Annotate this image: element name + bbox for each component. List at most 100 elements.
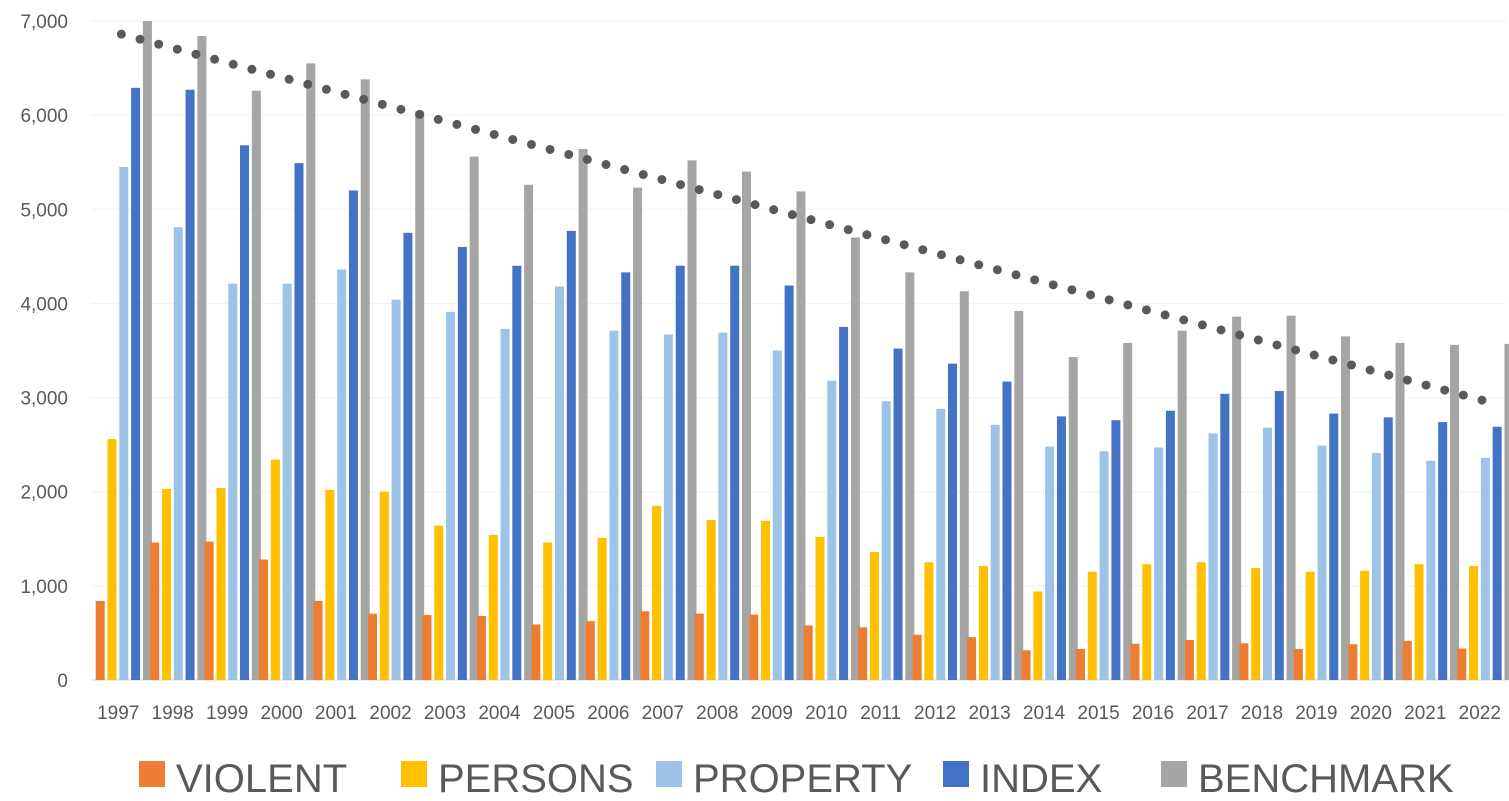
bar-violent-2017 <box>1184 639 1194 680</box>
bar-violent-2022 <box>1457 648 1467 680</box>
bar-benchmark-2004 <box>524 184 534 680</box>
bar-persons-2019 <box>1305 571 1315 680</box>
bar-index-2002 <box>403 232 413 681</box>
x-tick-label-2010: 2010 <box>805 703 847 724</box>
bar-index-2020 <box>1383 417 1393 680</box>
bar-violent-2008 <box>694 613 704 680</box>
bar-index-2011 <box>893 348 903 680</box>
x-axis-ticks: 1997 1998 1999 2000 2001 2002 2003 2004 2005 2006… <box>97 703 1501 724</box>
bar-property-2010 <box>827 380 837 680</box>
legend-swatch-index <box>943 761 969 787</box>
bar-persons-2017 <box>1196 562 1206 680</box>
bar-property-2007 <box>663 334 673 680</box>
bar-benchmark-2007 <box>687 160 697 680</box>
x-tick-label-2002: 2002 <box>369 703 411 724</box>
bar-property-1998 <box>173 227 183 680</box>
bar-violent-2007 <box>640 611 650 680</box>
bar-index-2001 <box>348 190 358 680</box>
y-tick-label: 1,000 <box>20 577 68 598</box>
bar-violent-2012 <box>912 634 922 680</box>
bar-property-2008 <box>718 332 728 680</box>
bar-index-1998 <box>185 89 195 680</box>
bar-benchmark-2012 <box>959 291 969 680</box>
bar-property-2004 <box>500 328 510 680</box>
trendline <box>116 29 1488 405</box>
x-tick-label-1997: 1997 <box>97 703 139 724</box>
legend: VIOLENT PERSONS PROPERTY INDEX BENCHMARK <box>139 757 1454 801</box>
bar-benchmark-1999 <box>251 90 261 680</box>
legend-swatch-benchmark <box>1161 761 1187 787</box>
bar-violent-2011 <box>858 627 868 680</box>
y-tick-label: 4,000 <box>20 294 68 315</box>
bar-index-2022 <box>1492 426 1502 680</box>
bar-violent-2005 <box>531 624 541 680</box>
bar-benchmark-2000 <box>306 63 316 681</box>
bar-index-2007 <box>675 265 685 680</box>
bar-persons-2015 <box>1087 571 1097 680</box>
bar-persons-2001 <box>325 489 335 680</box>
bar-violent-2015 <box>1076 648 1086 680</box>
bar-benchmark-2009 <box>796 191 806 681</box>
bar-index-2005 <box>566 230 576 680</box>
bar-persons-1998 <box>161 488 171 680</box>
bar-index-1999 <box>240 145 250 681</box>
y-tick-label: 7,000 <box>20 12 68 33</box>
legend-label-violent: VIOLENT <box>176 757 347 801</box>
bar-violent-2019 <box>1293 648 1303 680</box>
x-tick-label-2007: 2007 <box>642 703 684 724</box>
x-tick-label-2014: 2014 <box>1023 703 1066 724</box>
bar-benchmark-1997 <box>142 21 152 680</box>
bar-property-2019 <box>1317 445 1327 680</box>
bar-benchmark-2005 <box>578 149 588 680</box>
bar-persons-2000 <box>270 459 280 680</box>
bar-index-2021 <box>1438 422 1448 680</box>
bar-violent-2018 <box>1239 643 1249 680</box>
bar-index-2006 <box>621 272 631 680</box>
bars <box>95 21 1509 681</box>
legend-label-index: INDEX <box>980 757 1102 801</box>
bar-violent-2006 <box>585 621 595 680</box>
bar-property-2001 <box>337 269 347 680</box>
bar-violent-2003 <box>422 615 432 680</box>
x-tick-label-2015: 2015 <box>1077 703 1119 724</box>
bar-property-2016 <box>1154 447 1164 680</box>
bar-violent-2009 <box>749 614 759 680</box>
bar-index-2004 <box>512 265 522 680</box>
bar-benchmark-2008 <box>741 171 751 680</box>
y-tick-label: 6,000 <box>20 106 68 127</box>
bar-index-2009 <box>784 285 794 680</box>
bar-benchmark-2021 <box>1449 344 1459 680</box>
x-tick-label-2020: 2020 <box>1350 703 1392 724</box>
legend-swatch-property <box>656 761 682 787</box>
legend-label-benchmark: BENCHMARK <box>1198 757 1454 801</box>
legend-swatch-violent <box>139 761 165 787</box>
bar-index-2016 <box>1165 410 1175 680</box>
y-tick-label: 0 <box>57 671 68 692</box>
bar-benchmark-2022 <box>1504 343 1509 680</box>
bar-violent-2013 <box>967 637 977 680</box>
bar-persons-2014 <box>1033 591 1043 680</box>
x-tick-label-2003: 2003 <box>424 703 466 724</box>
bar-index-2008 <box>730 265 740 680</box>
bar-benchmark-2018 <box>1286 315 1296 680</box>
bar-benchmark-2003 <box>469 156 479 680</box>
bar-benchmark-2006 <box>633 187 643 680</box>
bar-benchmark-2017 <box>1232 316 1242 680</box>
bar-violent-2016 <box>1130 643 1140 680</box>
bar-property-2005 <box>554 286 564 680</box>
bar-violent-2004 <box>476 615 486 680</box>
x-tick-label-2009: 2009 <box>751 703 793 724</box>
x-tick-label-2005: 2005 <box>533 703 575 724</box>
bar-property-2006 <box>609 330 619 680</box>
x-tick-label-2004: 2004 <box>478 703 521 724</box>
bar-persons-2022 <box>1469 566 1479 680</box>
bar-persons-2016 <box>1142 564 1152 680</box>
bar-index-1997 <box>131 87 141 680</box>
legend-label-persons: PERSONS <box>438 757 634 801</box>
x-tick-label-2021: 2021 <box>1404 703 1446 724</box>
bar-benchmark-2014 <box>1068 357 1078 680</box>
x-tick-label-2000: 2000 <box>260 703 302 724</box>
x-tick-label-1999: 1999 <box>206 703 248 724</box>
bar-benchmark-2010 <box>850 237 860 680</box>
bar-index-2013 <box>1002 381 1012 680</box>
